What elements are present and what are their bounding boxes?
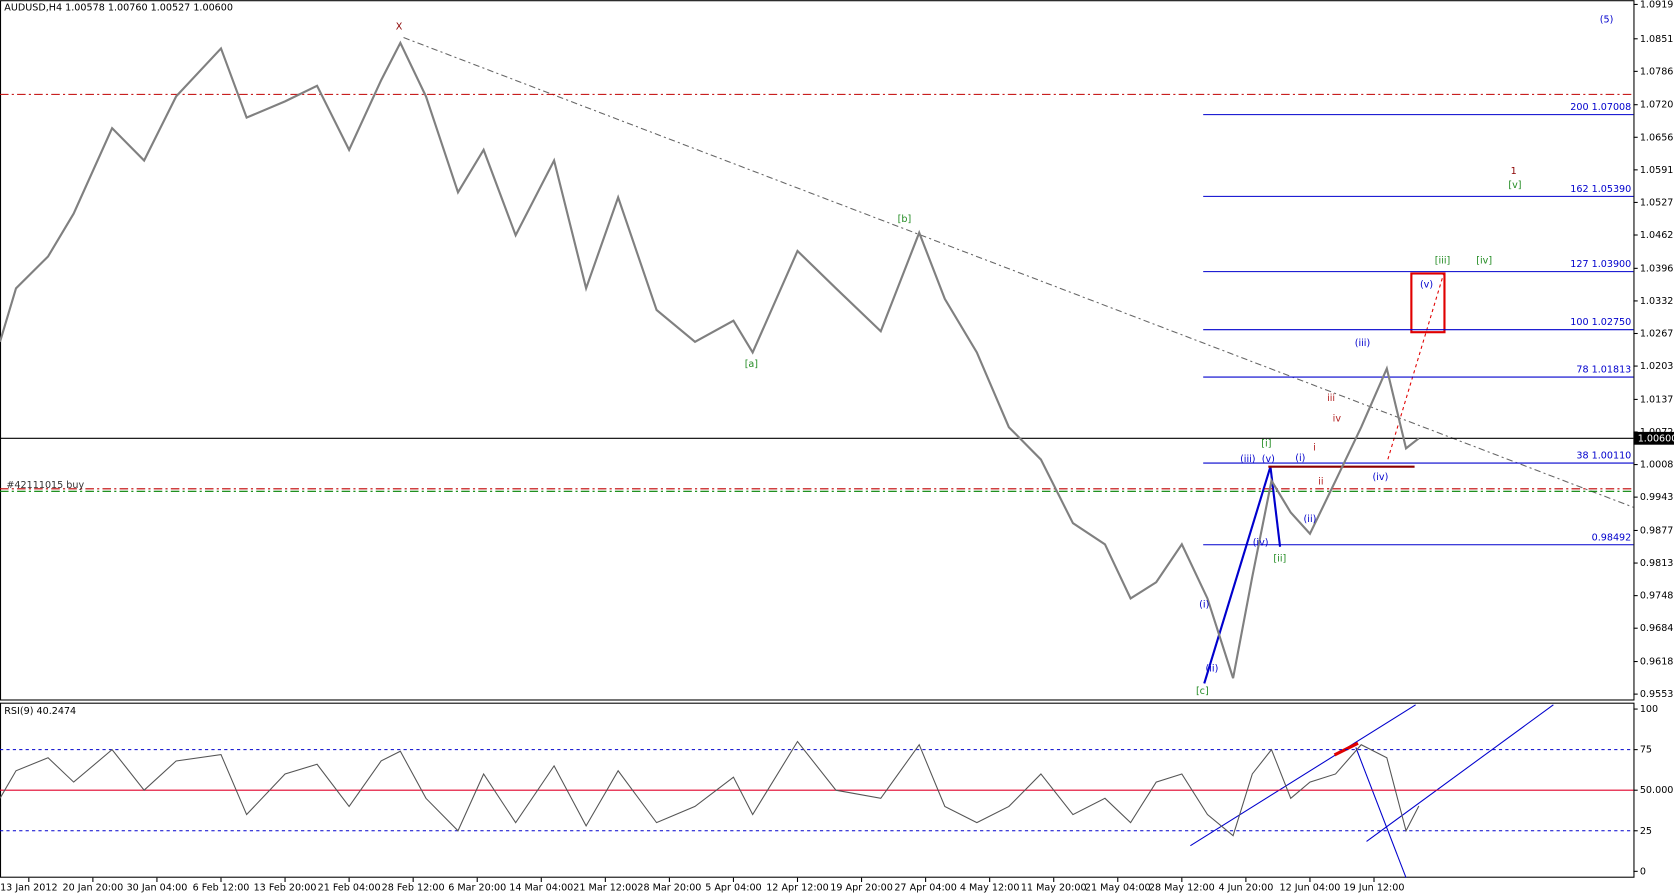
projection-line xyxy=(1387,274,1444,460)
wave-label: (iv) xyxy=(1372,472,1388,483)
wave-label: (v) xyxy=(1420,279,1433,290)
x-tick-label: 6 Mar 20:00 xyxy=(448,882,506,893)
y-tick-label: 0 xyxy=(1640,866,1646,877)
fib-label: 38 1.00110 xyxy=(1576,451,1631,462)
fib-label: 78 1.01813 xyxy=(1576,365,1631,376)
x-tick-label: 13 Jan 2012 xyxy=(0,882,58,893)
y-tick-label: 1.05915 xyxy=(1640,165,1674,176)
x-tick-label: 14 Mar 04:00 xyxy=(509,882,573,893)
y-tick-label: 1.08510 xyxy=(1640,34,1674,45)
y-tick-label: 1.02030 xyxy=(1640,361,1674,372)
wave-label: (v) xyxy=(1262,454,1275,465)
y-tick-label: 0.98775 xyxy=(1640,525,1674,536)
wave-label: (iv) xyxy=(1253,537,1269,548)
fib-label: 162 1.05390 xyxy=(1570,184,1631,195)
price-frame xyxy=(0,0,1635,701)
wave-label: X xyxy=(396,22,403,33)
x-tick-label: 21 Mar 12:00 xyxy=(573,882,637,893)
x-tick-label: 4 May 12:00 xyxy=(960,882,1020,893)
y-tick-label: 0.97485 xyxy=(1640,591,1674,602)
x-tick-label: 5 Apr 04:00 xyxy=(705,882,761,893)
y-tick-label: 0.95535 xyxy=(1640,689,1674,700)
wave-label: [b] xyxy=(898,214,912,225)
y-tick-label: 1.05270 xyxy=(1640,197,1674,208)
y-tick-label: 1.01370 xyxy=(1640,394,1674,405)
wave-label: (ii) xyxy=(1206,664,1219,675)
y-tick-label: 75 xyxy=(1640,745,1652,756)
x-tick-label: 12 Apr 12:00 xyxy=(766,882,829,893)
rsi-channel xyxy=(1355,747,1407,878)
wave-label: iii xyxy=(1327,393,1335,404)
y-tick-label: 25 xyxy=(1640,826,1652,837)
current-price-label: 1.00600 xyxy=(1638,433,1674,444)
wave-label: [c] xyxy=(1196,686,1209,697)
wave-label: (ii) xyxy=(1304,514,1317,525)
x-tick-label: 4 Jun 20:00 xyxy=(1218,882,1273,893)
x-tick-label: 13 Feb 20:00 xyxy=(254,882,317,893)
fib-label: 0.98492 xyxy=(1592,532,1632,543)
x-tick-label: 11 May 20:00 xyxy=(1021,882,1087,893)
target-box xyxy=(1410,272,1446,334)
wave-label: [iv] xyxy=(1476,256,1492,267)
x-tick-label: 21 May 04:00 xyxy=(1085,882,1151,893)
wave-label: (i) xyxy=(1199,599,1209,610)
wave-label: (i) xyxy=(1295,453,1305,464)
panel-title: RSI(9) 40.2474 xyxy=(4,706,76,717)
x-tick-label: 28 May 12:00 xyxy=(1149,882,1215,893)
y-tick-label: 1.03320 xyxy=(1640,296,1674,307)
series-line xyxy=(0,40,1420,679)
fib-label: 100 1.02750 xyxy=(1570,317,1631,328)
fib-label: 127 1.03900 xyxy=(1570,259,1631,270)
wave-line xyxy=(1203,466,1272,684)
wave-label: 1 xyxy=(1511,166,1517,177)
y-tick-label: 1.04625 xyxy=(1640,230,1674,241)
y-tick-label: 1.09190 xyxy=(1640,0,1674,10)
y-tick-label: 0.99435 xyxy=(1640,492,1674,503)
rsi-channel xyxy=(1190,704,1416,847)
y-tick-label: 1.07865 xyxy=(1640,66,1674,77)
y-tick-label: 50.0000 xyxy=(1640,785,1674,796)
x-tick-label: 28 Mar 20:00 xyxy=(637,882,701,893)
y-tick-label: 1.02675 xyxy=(1640,328,1674,339)
wave-label: i xyxy=(1313,442,1316,453)
x-tick-label: 27 Apr 04:00 xyxy=(894,882,957,893)
x-tick-label: 28 Feb 12:00 xyxy=(382,882,445,893)
x-tick-label: 19 Apr 20:00 xyxy=(830,882,893,893)
level-label: #42111015 buy xyxy=(6,480,84,491)
wave-label: [i] xyxy=(1261,438,1271,449)
current-price-box xyxy=(1633,431,1674,445)
fib-label: 200 1.07008 xyxy=(1570,102,1631,113)
y-tick-label: 100 xyxy=(1640,704,1658,715)
trend-line xyxy=(403,37,1634,508)
x-tick-label: 6 Feb 12:00 xyxy=(193,882,250,893)
y-tick-label: 1.06560 xyxy=(1640,132,1674,143)
x-tick-label: 20 Jan 20:00 xyxy=(63,882,124,893)
wave-label: ii xyxy=(1318,477,1323,488)
wave-label: [ii] xyxy=(1273,554,1286,565)
x-tick-label: 12 Jun 04:00 xyxy=(1279,882,1340,893)
y-tick-label: 1.07205 xyxy=(1640,100,1674,111)
wave-label: [v] xyxy=(1508,180,1521,191)
series-line xyxy=(0,740,1420,837)
wave-label: (iii) xyxy=(1355,338,1370,349)
wave-label: (iii) xyxy=(1240,454,1255,465)
panel-title: AUDUSD,H4 1.00578 1.00760 1.00527 1.0060… xyxy=(4,3,233,14)
wave-label: (5) xyxy=(1600,15,1614,26)
rsi-channel xyxy=(1366,704,1554,842)
x-tick-label: 21 Feb 04:00 xyxy=(318,882,381,893)
wave-label: [iii] xyxy=(1435,256,1450,267)
x-tick-label: 30 Jan 04:00 xyxy=(127,882,188,893)
y-tick-label: 1.03965 xyxy=(1640,263,1674,274)
wave-label: iv xyxy=(1333,414,1342,425)
wave-label: [a] xyxy=(745,359,758,370)
x-tick-label: 19 Jun 12:00 xyxy=(1344,882,1405,893)
